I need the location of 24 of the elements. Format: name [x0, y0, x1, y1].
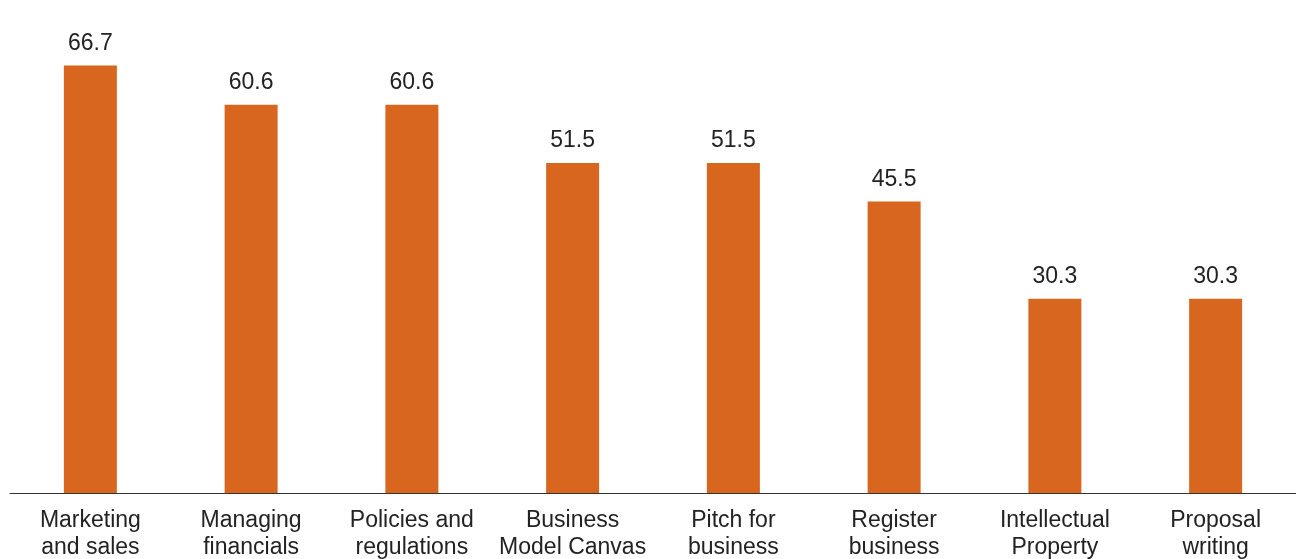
data-label: 51.5 [550, 126, 596, 153]
bar [546, 162, 600, 493]
x-tick-label: Marketing and sales [39, 505, 141, 559]
data-label: 45.5 [871, 164, 917, 191]
data-label: 30.3 [1193, 262, 1239, 289]
bar [1028, 298, 1082, 493]
bar [1189, 298, 1243, 493]
data-label: 60.6 [389, 68, 435, 95]
x-tick-label: Intellectual Property [999, 505, 1110, 559]
x-tick-label: Policies and regulations [349, 505, 474, 559]
x-tick-label: Managing financials [200, 505, 302, 559]
data-label: 60.6 [228, 68, 274, 95]
x-tick-label: Pitch for business [687, 505, 779, 559]
x-tick-label: Proposal writing [1170, 505, 1262, 559]
data-label: 30.3 [1032, 262, 1078, 289]
bar [63, 65, 117, 493]
x-tick-label: Register business [848, 505, 940, 559]
data-label: 66.7 [67, 29, 113, 56]
x-tick-label: Business Model Canvas [499, 505, 647, 559]
bar [224, 104, 278, 493]
bar [385, 104, 439, 493]
data-label: 51.5 [710, 126, 756, 153]
bar [706, 162, 760, 493]
bar [867, 201, 921, 493]
